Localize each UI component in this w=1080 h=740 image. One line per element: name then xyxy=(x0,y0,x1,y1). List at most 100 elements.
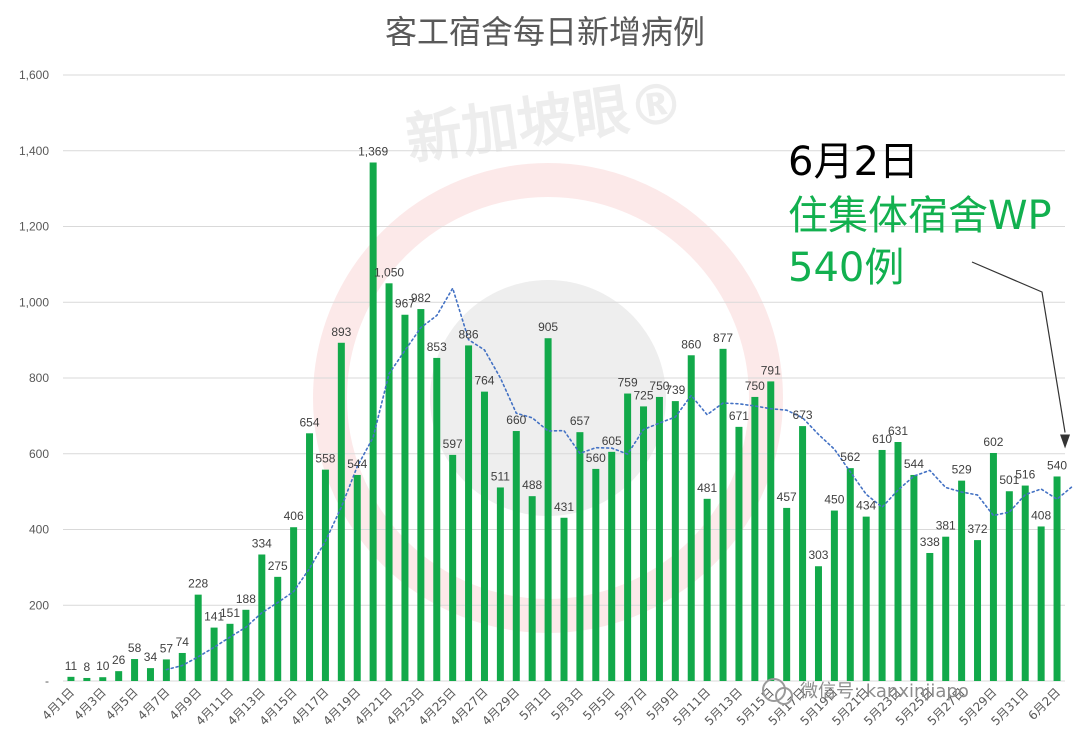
data-label: 657 xyxy=(570,414,590,428)
bar xyxy=(306,433,314,681)
bar xyxy=(687,355,695,681)
data-label: 967 xyxy=(395,297,415,311)
data-label: 381 xyxy=(936,519,956,533)
data-label: 34 xyxy=(144,650,158,664)
bar xyxy=(592,468,600,681)
data-label: 673 xyxy=(793,408,813,422)
x-tick-label: 5月7日 xyxy=(612,685,650,723)
data-label: 562 xyxy=(840,450,860,464)
x-tick-label: 6月2日 xyxy=(1025,685,1063,723)
data-label: 511 xyxy=(491,469,510,483)
data-label: 759 xyxy=(618,376,638,390)
data-label: 457 xyxy=(777,490,797,504)
y-tick-label: 600 xyxy=(29,447,49,461)
bar xyxy=(131,659,139,681)
bar xyxy=(719,348,727,681)
bar xyxy=(814,566,822,681)
annotation-line2: 540例 xyxy=(788,245,904,291)
bar xyxy=(735,426,743,681)
data-label: 1,050 xyxy=(374,265,404,279)
bar xyxy=(401,314,409,681)
y-axis-ticks: - 200 400 600 800 1,000 1,200 1,400 1,600 xyxy=(19,68,49,688)
data-label: 853 xyxy=(427,340,447,354)
data-label: 877 xyxy=(713,331,733,345)
data-label: 671 xyxy=(729,409,749,423)
bar xyxy=(1005,491,1013,681)
bar xyxy=(83,677,91,681)
x-tick-label: 5月3日 xyxy=(548,685,586,723)
bar xyxy=(337,342,345,681)
bar xyxy=(512,431,520,681)
data-label: 516 xyxy=(1015,468,1035,482)
annotation-arrowhead xyxy=(1060,434,1071,449)
data-label: 739 xyxy=(665,383,685,397)
bar xyxy=(624,393,632,681)
x-tick-label: 4月5日 xyxy=(103,685,141,723)
y-tick-label: 1,200 xyxy=(19,220,49,234)
data-label: 228 xyxy=(188,577,208,591)
bar xyxy=(1037,526,1045,681)
data-label: 540 xyxy=(1047,458,1067,472)
annotation-line1: 住集体宿舍WP xyxy=(788,193,1052,239)
x-tick-label: 5月5日 xyxy=(580,685,618,723)
data-label: 791 xyxy=(761,363,781,377)
bar xyxy=(417,309,425,681)
bar xyxy=(178,652,186,681)
bar xyxy=(99,677,107,681)
data-label: 431 xyxy=(554,500,574,514)
data-label: 597 xyxy=(443,437,463,451)
x-tick-label: 4月7日 xyxy=(135,685,173,723)
bar xyxy=(974,540,982,681)
chart-title: 客工宿舍每日新增病例 xyxy=(385,13,705,51)
data-label: 544 xyxy=(347,457,367,471)
bar xyxy=(751,396,759,681)
bar xyxy=(369,162,377,681)
data-label: 74 xyxy=(176,635,190,649)
x-tick-label: 4月3日 xyxy=(71,685,109,723)
data-label: 654 xyxy=(300,415,320,429)
data-label: 750 xyxy=(745,379,765,393)
wechat-icon-bubble xyxy=(775,687,793,705)
y-tick-label: - xyxy=(45,674,49,688)
data-label: 188 xyxy=(236,592,256,606)
bar xyxy=(321,469,329,681)
data-label: 26 xyxy=(112,653,126,667)
bar xyxy=(910,474,918,681)
data-label: 886 xyxy=(459,327,479,341)
annotation-date: 6月2日 xyxy=(788,139,919,185)
data-label: 860 xyxy=(681,337,701,351)
bar xyxy=(783,507,791,681)
data-label: 544 xyxy=(904,457,924,471)
bar xyxy=(926,552,934,681)
bar xyxy=(894,442,902,681)
bar xyxy=(433,357,441,681)
data-label: 488 xyxy=(522,478,542,492)
data-label: 303 xyxy=(808,548,828,562)
data-label: 602 xyxy=(983,435,1003,449)
data-label: 610 xyxy=(872,432,892,446)
data-label: 58 xyxy=(128,641,142,655)
data-label: 434 xyxy=(856,499,876,513)
y-tick-label: 800 xyxy=(29,371,49,385)
bar xyxy=(274,576,282,681)
trend-line xyxy=(165,286,1074,671)
bar xyxy=(958,480,966,681)
wechat-icon xyxy=(762,678,786,702)
data-label: 406 xyxy=(284,509,304,523)
data-label: 764 xyxy=(474,374,494,388)
x-tick-label: 4月1日 xyxy=(39,685,77,723)
bar xyxy=(640,406,648,681)
data-label: 450 xyxy=(824,493,844,507)
data-label: 529 xyxy=(952,463,972,477)
bar xyxy=(799,426,807,681)
bar xyxy=(242,609,250,681)
bar xyxy=(480,391,488,681)
bar xyxy=(67,676,75,681)
annotation-arrow xyxy=(971,261,1066,433)
bar xyxy=(385,283,393,681)
data-label: 334 xyxy=(252,536,272,550)
data-label: 57 xyxy=(160,641,174,655)
bar xyxy=(989,452,997,681)
data-label: 275 xyxy=(268,559,288,573)
